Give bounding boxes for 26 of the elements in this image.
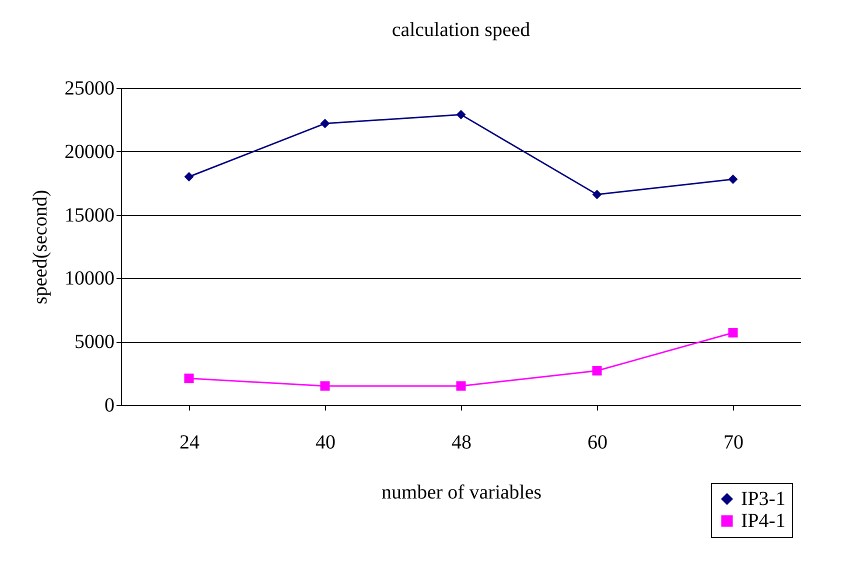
point — [184, 172, 194, 182]
x-tick-label: 24 — [180, 432, 200, 454]
x-tick-label: 60 — [588, 432, 608, 454]
x-tick-label: 48 — [452, 432, 472, 454]
point — [728, 174, 738, 184]
y-tick-label: 15000 — [64, 204, 114, 226]
point — [456, 110, 466, 120]
point — [592, 190, 602, 200]
y-tick-label: 0 — [104, 394, 114, 416]
point — [320, 118, 330, 128]
point — [184, 374, 194, 384]
y-axis-title: speed(second) — [30, 190, 52, 304]
point — [320, 381, 330, 391]
point — [728, 328, 738, 338]
chart-title: calculation speed — [392, 19, 530, 41]
legend-label: IP3-1 — [741, 488, 786, 510]
y-tick-label: 10000 — [64, 268, 114, 290]
y-tick-label: 20000 — [64, 140, 114, 163]
y-tick-label: 5000 — [74, 331, 114, 354]
point — [592, 366, 602, 376]
point — [456, 381, 466, 391]
x-tick-label: 40 — [316, 432, 336, 454]
legend-label: IP4-1 — [741, 510, 786, 532]
x-tick-label: 70 — [724, 432, 744, 454]
x-axis-title: number of variables — [382, 482, 542, 504]
y-tick-label: 25000 — [64, 78, 114, 100]
